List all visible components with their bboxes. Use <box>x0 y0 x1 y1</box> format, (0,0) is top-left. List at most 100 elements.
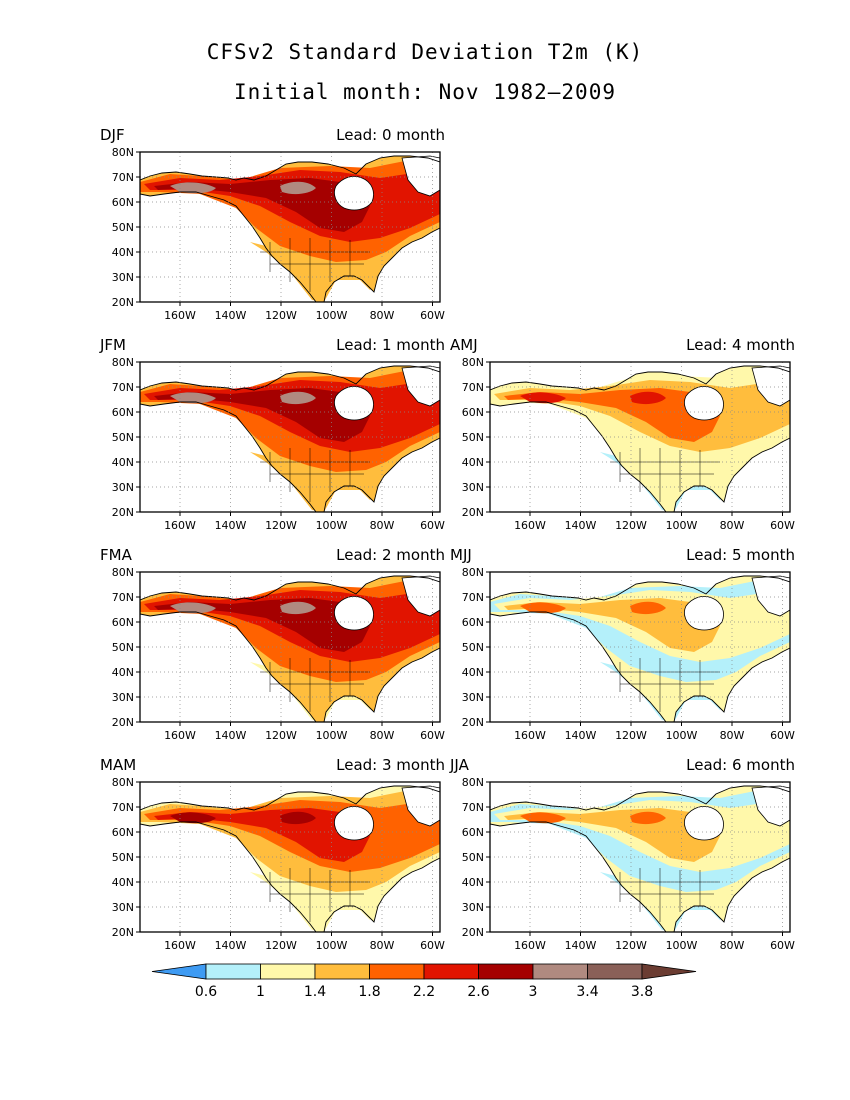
region-3 <box>504 808 720 862</box>
colorbar-box <box>478 963 534 980</box>
lon-label: 80W <box>370 729 395 742</box>
anomaly-map: 80N 70N 60N 50N 40N 30N 20N 160W 140W 120W 100W 80W… <box>112 146 445 322</box>
lat-label: 40N <box>462 876 484 889</box>
region-3 <box>504 388 720 442</box>
greenland <box>751 365 790 407</box>
lon-label: 160W <box>164 309 196 322</box>
lon-label: 140W <box>565 519 597 532</box>
greenland <box>401 365 440 407</box>
lat-label: 30N <box>112 271 134 284</box>
lon-label: 120W <box>615 939 647 952</box>
lon-label: 80W <box>720 729 745 742</box>
lon-label: 100W <box>316 519 348 532</box>
region-4 <box>520 601 666 615</box>
anomaly-map: 80N 70N 60N 50N 40N 30N 20N 160W 140W 120W 100W 80W… <box>112 776 445 952</box>
lon-label: 100W <box>666 939 698 952</box>
lat-label: 60N <box>112 616 134 629</box>
state-borders <box>260 868 370 922</box>
coastline <box>490 785 790 932</box>
figure-subtitle: Initial month: Nov 1982–2009 <box>233 80 616 104</box>
region-4 <box>170 601 316 615</box>
colorbar-box <box>423 963 479 980</box>
lon-label: 160W <box>514 729 546 742</box>
lat-label: 60N <box>462 616 484 629</box>
lat-label: 20N <box>462 926 484 939</box>
coastline <box>140 365 440 512</box>
colorbar-label: 1.8 <box>358 984 380 1000</box>
colorbar-label: 3.4 <box>576 984 598 1000</box>
lat-label: 70N <box>112 591 134 604</box>
lon-label: 120W <box>615 729 647 742</box>
panel-lead-label: Lead: 3 month <box>336 756 445 774</box>
lon-label: 120W <box>265 939 297 952</box>
state-borders <box>610 658 720 712</box>
coastline <box>140 155 440 302</box>
anomaly-map: 80N 70N 60N 50N 40N 30N 20N 160W 140W 120W 100W 80W… <box>462 356 795 532</box>
lon-label: 80W <box>370 309 395 322</box>
lat-label: 20N <box>112 926 134 939</box>
panel-jfm: JFM Lead: 1 month 80N 70N 60N 50N 40N 30N 20N 1… <box>97 336 457 542</box>
state-borders <box>260 238 370 292</box>
lat-label: 60N <box>462 826 484 839</box>
lat-label: 30N <box>462 481 484 494</box>
state-borders <box>260 448 370 502</box>
lon-label: 120W <box>265 729 297 742</box>
panel-season-label: MAM <box>100 756 137 774</box>
colorbar-label: 3.8 <box>631 984 653 1000</box>
region-3 <box>504 598 720 652</box>
panel-lead-label: Lead: 1 month <box>336 336 445 354</box>
lat-label: 60N <box>462 406 484 419</box>
lon-label: 60W <box>770 729 795 742</box>
lon-label: 60W <box>420 939 445 952</box>
state-borders <box>610 448 720 502</box>
lon-label: 160W <box>164 939 196 952</box>
lat-label: 80N <box>112 356 134 369</box>
lat-label: 80N <box>462 356 484 369</box>
lon-label: 160W <box>514 519 546 532</box>
panel-season-label: MJJ <box>450 546 472 564</box>
lat-label: 80N <box>462 776 484 789</box>
lat-label: 50N <box>112 221 134 234</box>
lat-label: 70N <box>462 801 484 814</box>
lon-label: 100W <box>316 309 348 322</box>
panel-jja: JJA Lead: 6 month 80N 70N 60N 50N 40N 30N 20N 1… <box>447 756 807 962</box>
panel-season-label: DJF <box>100 126 125 144</box>
panel-lead-label: Lead: 6 month <box>686 756 795 774</box>
colorbar-box <box>369 963 425 980</box>
lon-label: 120W <box>265 519 297 532</box>
panel-lead-label: Lead: 5 month <box>686 546 795 564</box>
anomaly-map: 80N 70N 60N 50N 40N 30N 20N 160W 140W 120W 100W 80W… <box>462 776 795 952</box>
region-3 <box>154 388 370 442</box>
panel-season-label: FMA <box>100 546 132 564</box>
colorbar-label: 1 <box>256 984 265 1000</box>
lat-label: 30N <box>112 481 134 494</box>
lat-label: 70N <box>112 381 134 394</box>
lon-label: 60W <box>420 309 445 322</box>
colorbar: 0.6 1 1.4 1.8 2.2 2.6 3 3.4 3.8 <box>151 963 697 1000</box>
lon-label: 100W <box>666 519 698 532</box>
lon-label: 140W <box>215 939 247 952</box>
region-4 <box>520 391 666 405</box>
lat-label: 40N <box>112 456 134 469</box>
region-4 <box>170 181 316 195</box>
lon-label: 140W <box>215 729 247 742</box>
lat-label: 60N <box>112 406 134 419</box>
lat-label: 40N <box>112 876 134 889</box>
lon-label: 100W <box>316 729 348 742</box>
coastline <box>490 575 790 722</box>
anomaly-map: 80N 70N 60N 50N 40N 30N 20N 160W 140W 120W 100W 80W… <box>112 356 445 532</box>
region-4 <box>170 391 316 405</box>
panel-djf: DJF Lead: 0 month 80N 70N 60N 50N 40N 30N 20N 1… <box>97 126 457 332</box>
lat-label: 50N <box>112 431 134 444</box>
panel-amj: AMJ Lead: 4 month 80N 70N 60N 50N 40N 30N 20N 1… <box>447 336 807 542</box>
lat-label: 50N <box>112 851 134 864</box>
lat-label: 70N <box>462 591 484 604</box>
lon-label: 140W <box>565 939 597 952</box>
lon-label: 100W <box>316 939 348 952</box>
colorbar-label: 1.4 <box>304 984 326 1000</box>
coastline <box>140 785 440 932</box>
lat-label: 50N <box>112 641 134 654</box>
colorbar-box <box>532 963 588 980</box>
colorbar-box <box>314 963 370 980</box>
colorbar-label: 0.6 <box>195 984 217 1000</box>
